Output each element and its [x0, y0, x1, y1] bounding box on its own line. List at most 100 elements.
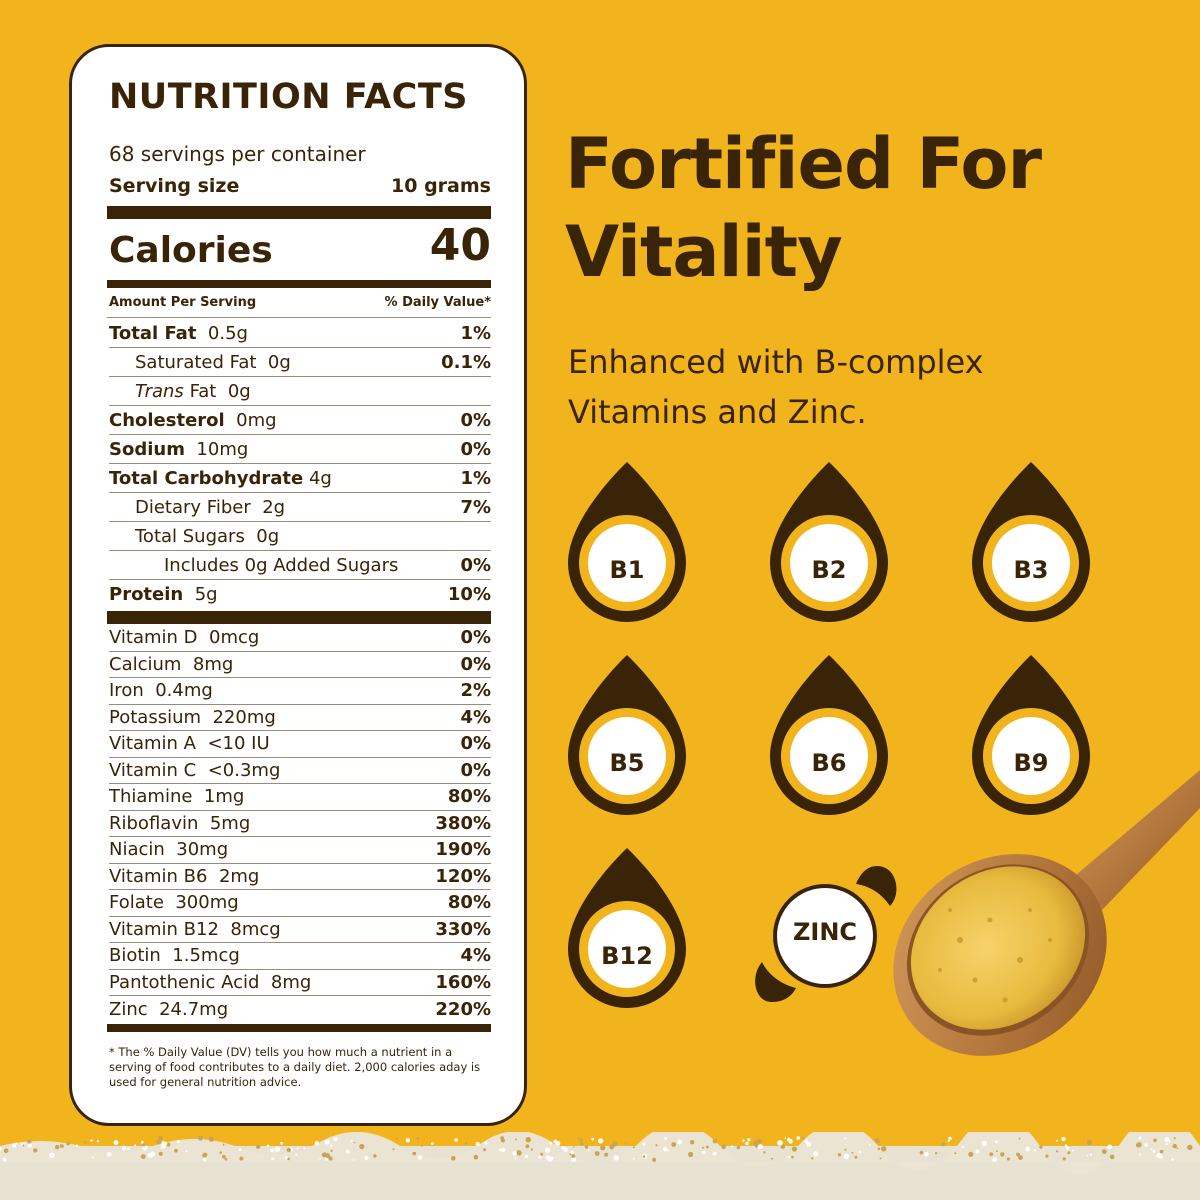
nutrient-name: Pantothenic Acid — [109, 971, 260, 993]
macro-list: Total Fat 0.5g 1% Saturated Fat 0g 0.1% … — [109, 319, 491, 609]
nutrient-row-micro: Vitamin D 0mcg 0% — [109, 625, 491, 652]
nutrient-daily-value: 0% — [460, 653, 491, 675]
nutrient-row-dietary-fiber: Dietary Fiber 2g 7% — [109, 493, 491, 522]
drop-icon — [568, 655, 686, 815]
daily-value-footnote: * The % Daily Value (DV) tells you how m… — [109, 1045, 481, 1089]
bottom-divider — [107, 1024, 491, 1032]
vitamin-badge-b5: B5 — [568, 655, 686, 815]
nutrient-name: Vitamin B6 — [109, 865, 208, 887]
drop-icon — [568, 462, 686, 622]
nutrient-row-micro: Vitamin B12 8mcg 330% — [109, 917, 491, 943]
nutrient-name: Niacin — [109, 839, 165, 861]
nutrient-amount: 220mg — [212, 706, 276, 728]
subheadline: Enhanced with B-complex Vitamins and Zin… — [568, 337, 1168, 437]
nutrient-daily-value: 120% — [435, 865, 491, 887]
nutrient-daily-value: 4% — [460, 945, 491, 967]
nutrient-amount: 2mg — [218, 865, 260, 887]
nutrient-name: Biotin — [109, 945, 161, 967]
nutrient-name: Vitamin D — [109, 627, 198, 649]
nutrient-row-micro: Vitamin C <0.3mg 0% — [109, 758, 491, 784]
drop-icon — [972, 655, 1090, 815]
nutrient-amount: 8mg — [270, 971, 312, 993]
nutrient-daily-value: 380% — [435, 812, 491, 834]
vitamin-badge-label: B1 — [609, 556, 645, 584]
nutrient-amount: <0.3mg — [207, 759, 281, 781]
nutrient-row-micro: Calcium 8mg 0% — [109, 652, 491, 678]
nutrient-row-micro: Niacin 30mg 190% — [109, 837, 491, 864]
nutrient-amount: 8mg — [192, 653, 234, 675]
vitamin-badge-b12: B12 — [568, 848, 686, 1008]
amount-per-serving-label: Amount Per Serving — [109, 295, 257, 310]
servings-per-container: 68 servings per container — [109, 142, 366, 166]
thick-divider — [107, 206, 491, 219]
drop-icon — [770, 655, 888, 815]
calories-row: Calories 40 — [109, 220, 491, 271]
vitamin-badge-b9: B9 — [972, 655, 1090, 815]
nutrient-row-total-sugars: Total Sugars 0g — [109, 522, 491, 551]
nutrient-daily-value: 0% — [460, 627, 491, 649]
headline-line-1: Fortified For — [565, 123, 1042, 205]
zinc-badge-icon — [755, 866, 897, 1002]
thick-divider-vitamins — [107, 611, 491, 624]
serving-size-row: Serving size 10 grams — [109, 175, 491, 197]
nutrition-facts-panel: NUTRITION FACTS 68 servings per containe… — [69, 44, 527, 1126]
vitamin-badge-b6: B6 — [770, 655, 888, 815]
nutrient-row-micro: Biotin 1.5mcg 4% — [109, 943, 491, 970]
vitamin-badge-b2: B2 — [770, 462, 888, 622]
nutrient-row-micro: Riboflavin 5mg 380% — [109, 811, 491, 837]
daily-value-header: % Daily Value* — [384, 295, 491, 310]
nutrient-name: Potassium — [109, 706, 202, 728]
nutrient-name: Thiamine — [109, 786, 193, 808]
thin-divider — [107, 317, 491, 318]
nutrient-row-micro: Vitamin B6 2mg 120% — [109, 864, 491, 890]
vitamin-badge-label: B12 — [601, 942, 653, 970]
vitamin-badge-label: B5 — [609, 749, 645, 777]
vitamin-badge-label: B2 — [811, 556, 847, 584]
nutrient-row-saturated-fat: Saturated Fat 0g 0.1% — [109, 348, 491, 377]
nutrient-daily-value: 190% — [435, 839, 491, 861]
calories-label: Calories — [109, 230, 273, 271]
nutrient-name: Vitamin C — [109, 759, 197, 781]
nutrient-amount: 24.7mg — [159, 998, 229, 1020]
calories-value: 40 — [429, 220, 491, 271]
nutrient-name: Calcium — [109, 653, 182, 675]
vitamin-badge-b1: B1 — [568, 462, 686, 622]
nutrient-row-trans-fat: Trans Fat 0g — [109, 377, 491, 406]
nutrient-amount: 5mg — [209, 812, 251, 834]
vitamin-badge-label: B6 — [811, 749, 847, 777]
amount-per-serving-row: Amount Per Serving % Daily Value* — [109, 295, 491, 310]
vitamin-badge-label: B9 — [1013, 749, 1049, 777]
vitamin-badge-b3: B3 — [972, 462, 1090, 622]
drop-icon — [568, 848, 686, 1008]
nutrient-amount: <10 IU — [207, 733, 270, 755]
nutrient-amount: 300mg — [175, 892, 239, 914]
nutrient-daily-value: 80% — [447, 786, 491, 808]
powder-ground-strip — [0, 1132, 1200, 1200]
vitamin-mineral-list: Vitamin D 0mcg 0% Calcium 8mg 0% Iron 0.4mg 2… — [109, 625, 491, 1023]
nutrient-amount: 0mcg — [209, 627, 260, 649]
nutrient-name: Vitamin A — [109, 733, 196, 755]
nutrient-amount: 1.5mcg — [172, 945, 240, 967]
nutrient-row-protein: Protein 5g 10% — [109, 584, 491, 605]
nutrient-name: Folate — [109, 892, 164, 914]
nutrient-name: Iron — [109, 680, 144, 702]
nutrient-row-cholesterol: Cholesterol 0mg 0% — [109, 406, 491, 435]
nutrient-row-micro: Iron 0.4mg 2% — [109, 678, 491, 705]
headline: Fortified For Vitality — [565, 120, 1185, 296]
nutrient-daily-value: 0% — [460, 759, 491, 781]
nutrient-row-total-fat: Total Fat 0.5g 1% — [109, 319, 491, 348]
serving-size-value: 10 grams — [391, 175, 491, 197]
nutrient-daily-value: 4% — [460, 706, 491, 728]
nutrient-amount: 8mcg — [230, 918, 281, 940]
headline-line-2: Vitality — [565, 211, 843, 293]
wooden-spoon-image — [880, 770, 1200, 1060]
nutrient-row-sodium: Sodium 10mg 0% — [109, 435, 491, 464]
drop-icon — [972, 462, 1090, 622]
vitamin-badge-label: B3 — [1013, 556, 1049, 584]
nutrient-amount: 30mg — [176, 839, 229, 861]
nutrient-daily-value: 2% — [460, 680, 491, 702]
nutrient-row-micro: Thiamine 1mg 80% — [109, 784, 491, 811]
serving-size-label: Serving size — [109, 175, 240, 197]
nutrient-row-micro: Vitamin A <10 IU 0% — [109, 731, 491, 758]
nutrient-amount: 0.4mg — [155, 680, 213, 702]
